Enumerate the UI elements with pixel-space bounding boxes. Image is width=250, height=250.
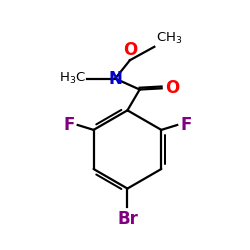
- Text: N: N: [108, 70, 122, 87]
- Text: F: F: [180, 116, 192, 134]
- Text: F: F: [64, 116, 75, 134]
- Text: CH$_3$: CH$_3$: [156, 30, 182, 46]
- Text: Br: Br: [117, 210, 138, 228]
- Text: O: O: [123, 41, 137, 59]
- Text: O: O: [165, 79, 179, 97]
- Text: H$_3$C: H$_3$C: [59, 71, 86, 86]
